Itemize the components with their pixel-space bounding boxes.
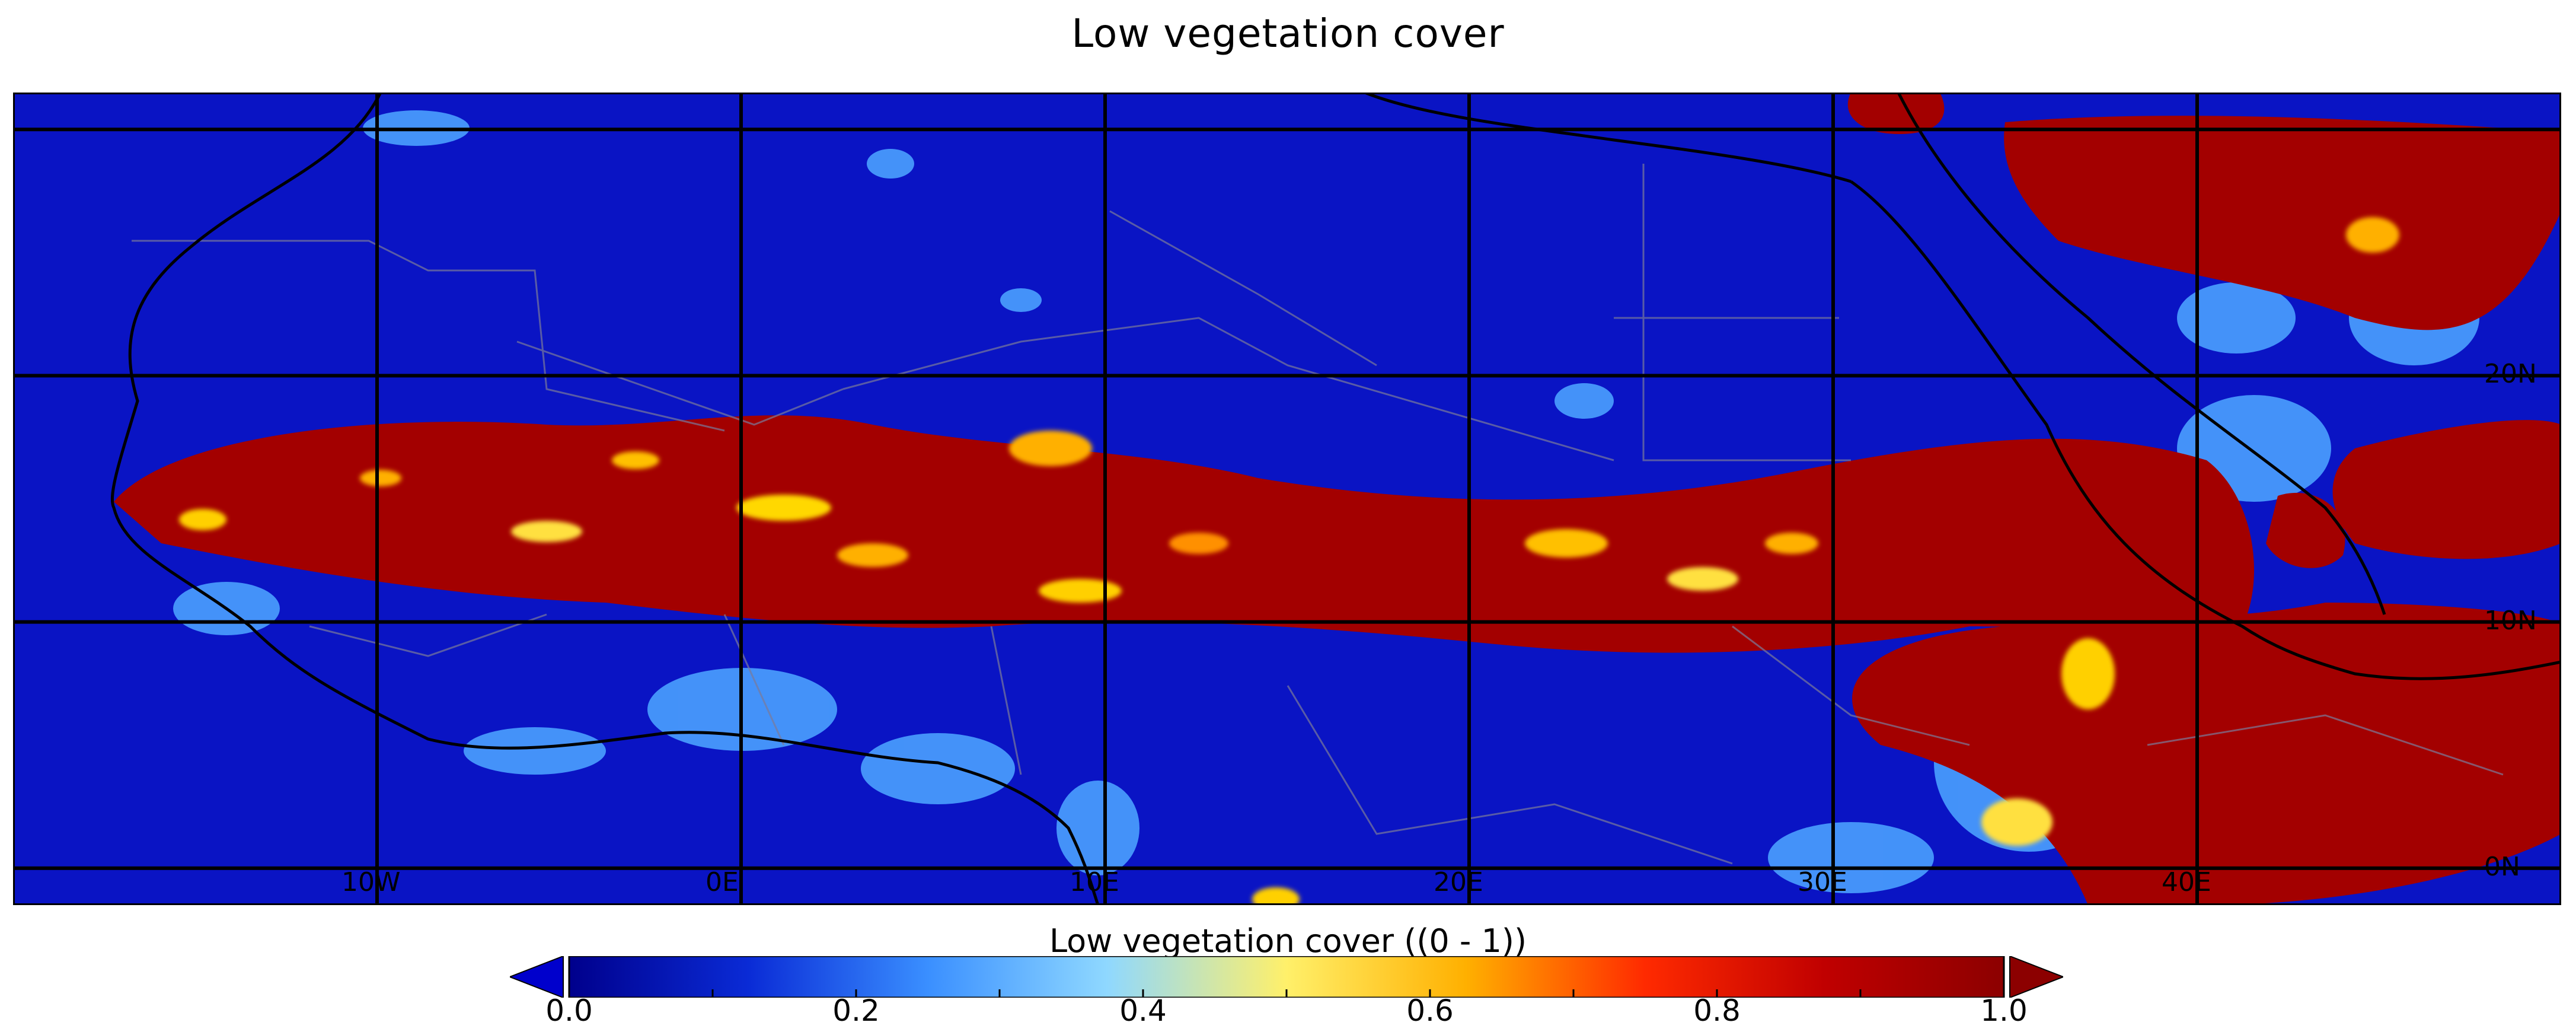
colorbar-under-arrow (508, 955, 564, 999)
longitude-label: 20E (1434, 867, 1483, 897)
colorbar-tick-label: 0.8 (1693, 993, 1741, 1028)
colorbar-tick-label: 1.0 (1980, 993, 2028, 1028)
longitude-label: 40E (2162, 867, 2211, 897)
colorbar-graphic (508, 955, 2065, 999)
colorbar-tick-label: 0.4 (1119, 993, 1167, 1028)
longitude-label: 0E (706, 867, 739, 897)
mid-value-patches (179, 217, 2399, 905)
gridlines (13, 93, 2561, 905)
colorbar-tick-marks (568, 989, 2005, 998)
longitude-label: 10W (341, 867, 401, 897)
country-borders (132, 164, 2504, 865)
map-title: Low vegetation cover (1071, 11, 1505, 56)
colorbar-label: Low vegetation cover ((0 - 1)) (1049, 922, 1527, 960)
map-panel (13, 93, 2561, 905)
colorbar (508, 955, 2065, 999)
latitude-label: 20N (2484, 359, 2537, 390)
map-canvas (13, 93, 2561, 905)
longitude-label: 30E (1798, 867, 1847, 897)
colorbar-tick-label: 0.0 (545, 993, 593, 1028)
longitude-label: 10E (1070, 867, 1119, 897)
colorbar-tick-label: 0.2 (832, 993, 880, 1028)
latitude-label: 0N (2484, 851, 2520, 882)
coastlines (110, 93, 2561, 905)
latitude-label: 10N (2484, 605, 2537, 636)
colorbar-over-arrow (2009, 955, 2065, 999)
colorbar-tick-label: 0.6 (1406, 993, 1454, 1028)
